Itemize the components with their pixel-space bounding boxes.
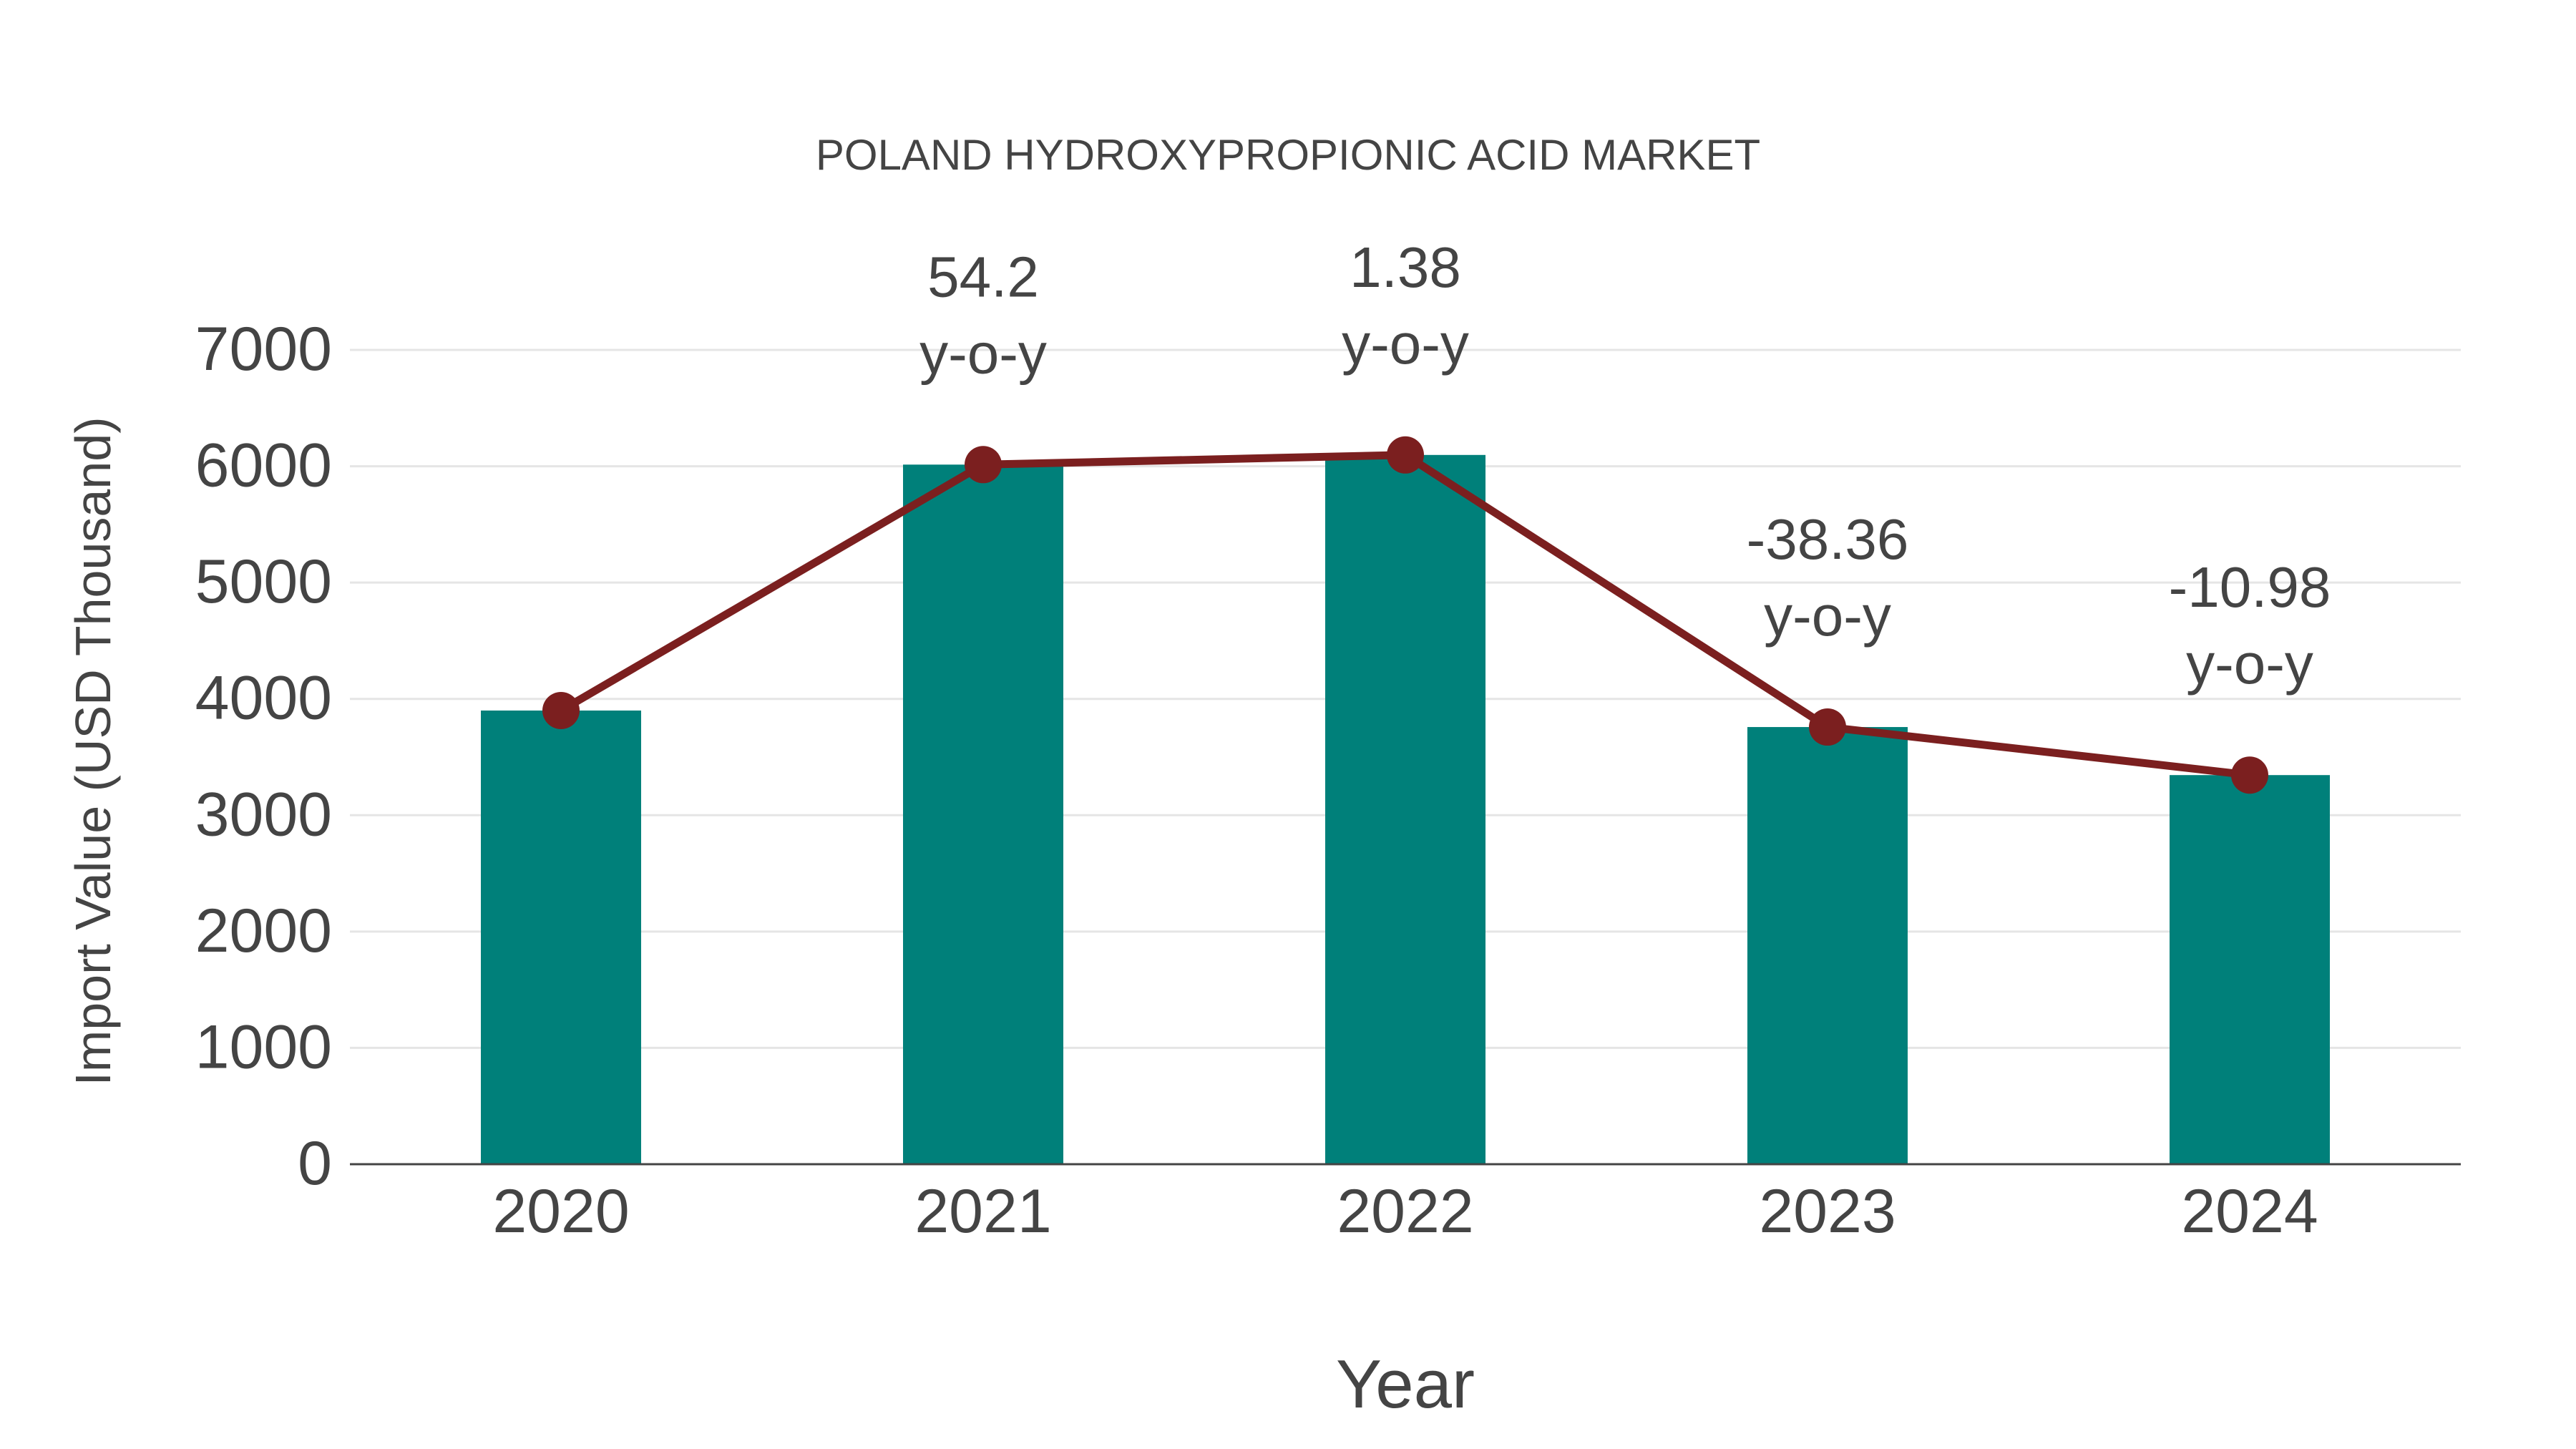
- y-tick-label: 0: [298, 1129, 332, 1198]
- yoy-annotations: 54.2 y-o-y 1.38 y-o-y -38.36 y-o-y -10.98 y-o-y: [919, 235, 2331, 696]
- y-tick-label: 5000: [195, 547, 332, 616]
- trend-marker: [542, 691, 580, 729]
- y-tick-label: 1000: [195, 1013, 332, 1081]
- x-tick-label: 2023: [1759, 1177, 1896, 1246]
- bar: [1325, 454, 1485, 1164]
- yoy-suffix: y-o-y: [1764, 584, 1891, 648]
- y-tick-label: 2000: [195, 897, 332, 965]
- y-tick-label: 6000: [195, 431, 332, 500]
- bar: [1747, 727, 1908, 1164]
- yoy-suffix: y-o-y: [1342, 312, 1469, 376]
- trend-marker: [1809, 708, 1846, 746]
- bar: [2170, 775, 2330, 1164]
- x-axis-label: Year: [1336, 1346, 1475, 1423]
- x-axis-ticks: 2020 2021 2022 2023 2024: [492, 1177, 2318, 1246]
- y-tick-label: 4000: [195, 664, 332, 733]
- chart-title: POLAND HYDROXYPROPIONIC ACID MARKET: [815, 131, 1761, 179]
- bar: [903, 464, 1063, 1164]
- x-tick-label: 2022: [1337, 1177, 1473, 1246]
- yoy-value: -38.36: [1747, 507, 1909, 571]
- yoy-value: 1.38: [1350, 235, 1461, 299]
- trend-marker: [2231, 756, 2268, 794]
- bar: [481, 710, 641, 1164]
- trend-marker: [1387, 436, 1424, 474]
- y-tick-label: 3000: [195, 780, 332, 849]
- yoy-value: 54.2: [927, 245, 1039, 308]
- line-series: [542, 436, 2268, 794]
- y-axis-ticks: 0 1000 2000 3000 4000 5000 6000 7000: [195, 315, 332, 1198]
- y-tick-label: 7000: [195, 315, 332, 384]
- trend-marker: [965, 446, 1002, 484]
- x-tick-label: 2021: [914, 1177, 1051, 1246]
- yoy-suffix: y-o-y: [2186, 632, 2313, 696]
- x-tick-label: 2024: [2181, 1177, 2318, 1246]
- bar-series: [481, 454, 2330, 1164]
- yoy-suffix: y-o-y: [919, 321, 1047, 385]
- x-tick-label: 2020: [492, 1177, 629, 1246]
- yoy-value: -10.98: [2169, 555, 2331, 619]
